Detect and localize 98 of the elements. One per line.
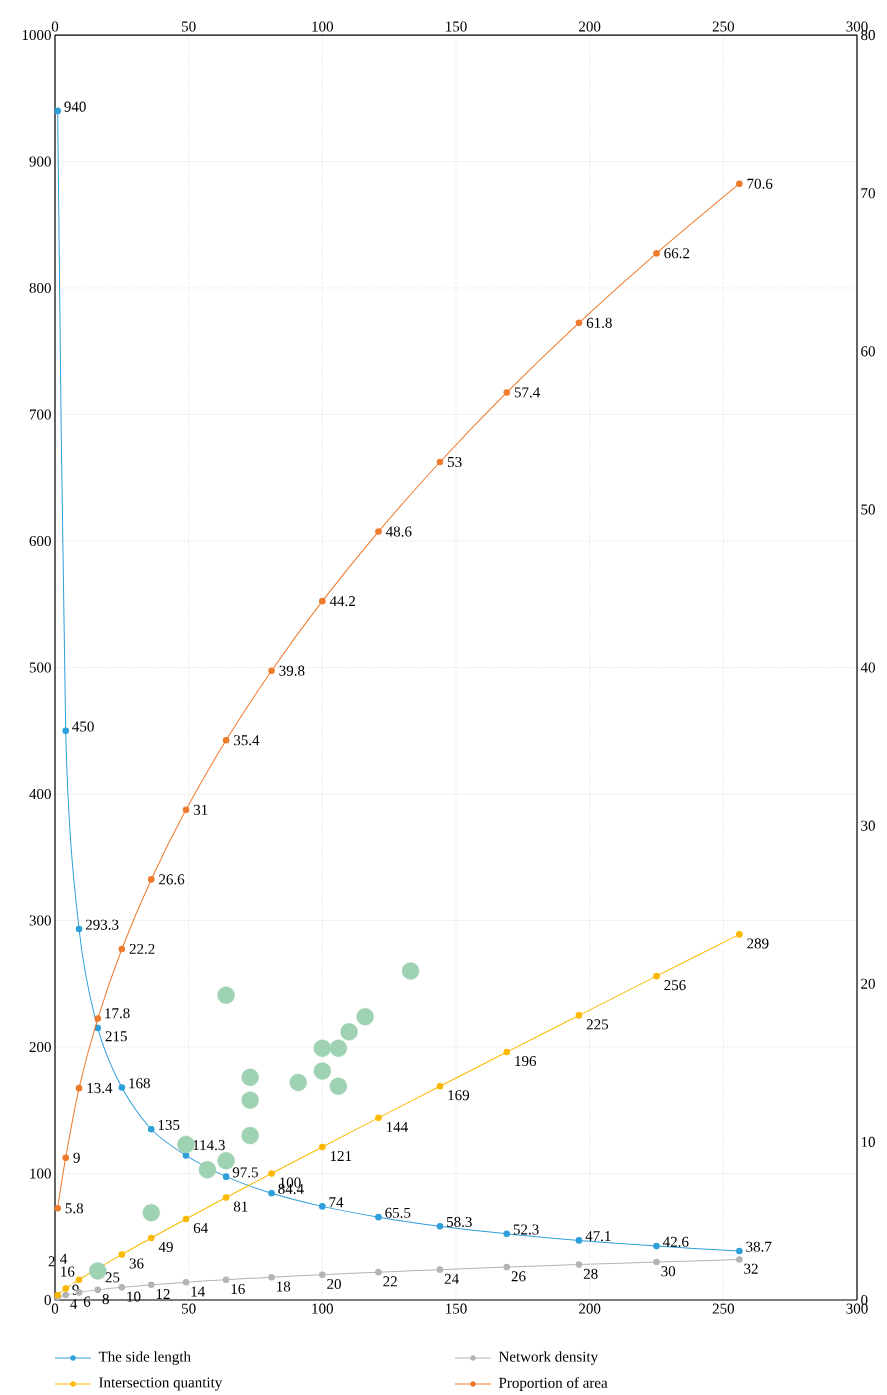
y-tick-label: 100 <box>30 1168 51 1179</box>
y2-tick-label: 0 <box>861 1294 868 1306</box>
data-label: 940 <box>64 101 86 112</box>
data-label: 70.6 <box>747 178 773 189</box>
data-label: 6 <box>83 1296 91 1307</box>
data-label: 256 <box>664 980 686 991</box>
data-label: 53 <box>448 456 462 468</box>
data-label: 450 <box>72 721 94 732</box>
y-tick-label: 300 <box>29 915 51 926</box>
data-label: 49 <box>158 1241 173 1253</box>
data-label: 144 <box>386 1121 408 1132</box>
data-label: 9 <box>73 1152 80 1163</box>
data-label: 97.5 <box>232 1167 258 1178</box>
data-label: 57.4 <box>514 387 541 398</box>
data-label: 18 <box>277 1281 291 1292</box>
y-tick-label: 0 <box>44 1294 51 1306</box>
y2-tick-label: 10 <box>861 1136 875 1147</box>
x2-tick-label: 50 <box>182 1303 196 1314</box>
data-label: 293.3 <box>85 919 119 930</box>
data-label: 52.3 <box>513 1224 539 1235</box>
data-label: 22 <box>383 1276 397 1287</box>
data-label: 20 <box>327 1278 341 1290</box>
y-tick-label: 400 <box>29 788 51 800</box>
data-label: 36 <box>129 1258 144 1269</box>
data-label: 32 <box>744 1263 758 1274</box>
legend-label: Proportion of area <box>498 1377 608 1391</box>
data-label: 81 <box>233 1201 248 1212</box>
data-label: 39.8 <box>279 665 305 676</box>
y2-tick-label: 50 <box>861 504 875 515</box>
data-label: 14 <box>191 1286 205 1297</box>
data-label: 12 <box>156 1289 170 1299</box>
data-label: 169 <box>448 1090 470 1101</box>
y-tick-label: 900 <box>29 156 51 167</box>
y2-tick-label: 40 <box>860 662 875 673</box>
data-label: 215 <box>105 1031 127 1042</box>
data-label: 58.3 <box>447 1216 472 1228</box>
data-label: 42.6 <box>663 1236 689 1247</box>
y2-tick-label: 60 <box>861 346 875 357</box>
x-tick-label: 300 <box>846 21 868 32</box>
y2-tick-label: 20 <box>861 978 875 989</box>
data-label: 289 <box>747 938 769 949</box>
x2-tick-label: 0 <box>51 1303 59 1314</box>
legend-label: The side length <box>98 1351 191 1365</box>
x2-tick-label: 150 <box>446 1303 467 1314</box>
data-label: 22.2 <box>129 943 155 955</box>
y-tick-label: 800 <box>29 282 51 294</box>
data-label: 121 <box>330 1150 352 1161</box>
data-label: 44.2 <box>329 596 355 607</box>
data-label: 61.8 <box>586 317 612 328</box>
data-label: 16 <box>61 1266 75 1277</box>
data-label: 25 <box>105 1272 120 1283</box>
data-label: 66.2 <box>664 248 690 259</box>
x2-tick-label: 200 <box>579 1303 601 1314</box>
data-label: 65.5 <box>385 1207 411 1218</box>
x-tick-label: 0 <box>51 21 59 32</box>
data-label: 17.8 <box>105 1008 130 1019</box>
data-label: 10 <box>127 1291 141 1302</box>
data-label: 5.8 <box>65 1203 84 1214</box>
data-label: 225 <box>586 1019 609 1030</box>
data-label: 26 <box>511 1271 526 1282</box>
x-tick-label: 100 <box>312 21 334 32</box>
x-tick-label: 50 <box>182 21 196 32</box>
data-label: 135 <box>158 1119 180 1131</box>
y-tick-label: 600 <box>29 535 51 547</box>
data-label: 168 <box>129 1078 150 1089</box>
data-label: 38.7 <box>746 1241 772 1252</box>
data-label: 8 <box>102 1294 109 1305</box>
data-label: 30 <box>661 1266 676 1277</box>
x2-tick-label: 300 <box>846 1303 868 1314</box>
data-label: 35.4 <box>234 735 260 746</box>
data-label: 47.1 <box>585 1231 611 1242</box>
data-label: 196 <box>515 1056 537 1067</box>
y2-tick-label: 30 <box>861 820 875 831</box>
data-label: 114.3 <box>193 1140 225 1151</box>
y-tick-label: 700 <box>29 409 51 420</box>
x-tick-label: 200 <box>579 21 601 32</box>
data-label: 31 <box>193 804 208 815</box>
data-label: 26.6 <box>159 874 185 885</box>
data-label: 64 <box>193 1223 208 1234</box>
y-tick-label: 1000 <box>22 29 51 41</box>
data-label: 4 <box>60 1253 68 1264</box>
y2-tick-label: 70 <box>861 188 875 199</box>
data-label: 24 <box>444 1273 459 1284</box>
y-tick-label: 200 <box>29 1041 51 1053</box>
data-label: 28 <box>583 1268 598 1279</box>
y-tick-label: 500 <box>29 662 51 673</box>
x2-tick-label: 100 <box>312 1303 334 1314</box>
y2-tick-label: 80 <box>861 30 875 41</box>
legend-label: Network density <box>498 1351 599 1365</box>
data-label: 13.4 <box>87 1083 113 1094</box>
x-tick-label: 250 <box>712 21 735 32</box>
data-label: 48.6 <box>385 526 412 537</box>
legend-label: Intersection quantity <box>99 1377 223 1391</box>
data-label: 16 <box>231 1283 245 1295</box>
data-label: 74 <box>329 1197 344 1208</box>
x-tick-label: 150 <box>446 21 467 32</box>
x2-tick-label: 250 <box>712 1303 735 1314</box>
data-label: 4 <box>70 1299 78 1310</box>
